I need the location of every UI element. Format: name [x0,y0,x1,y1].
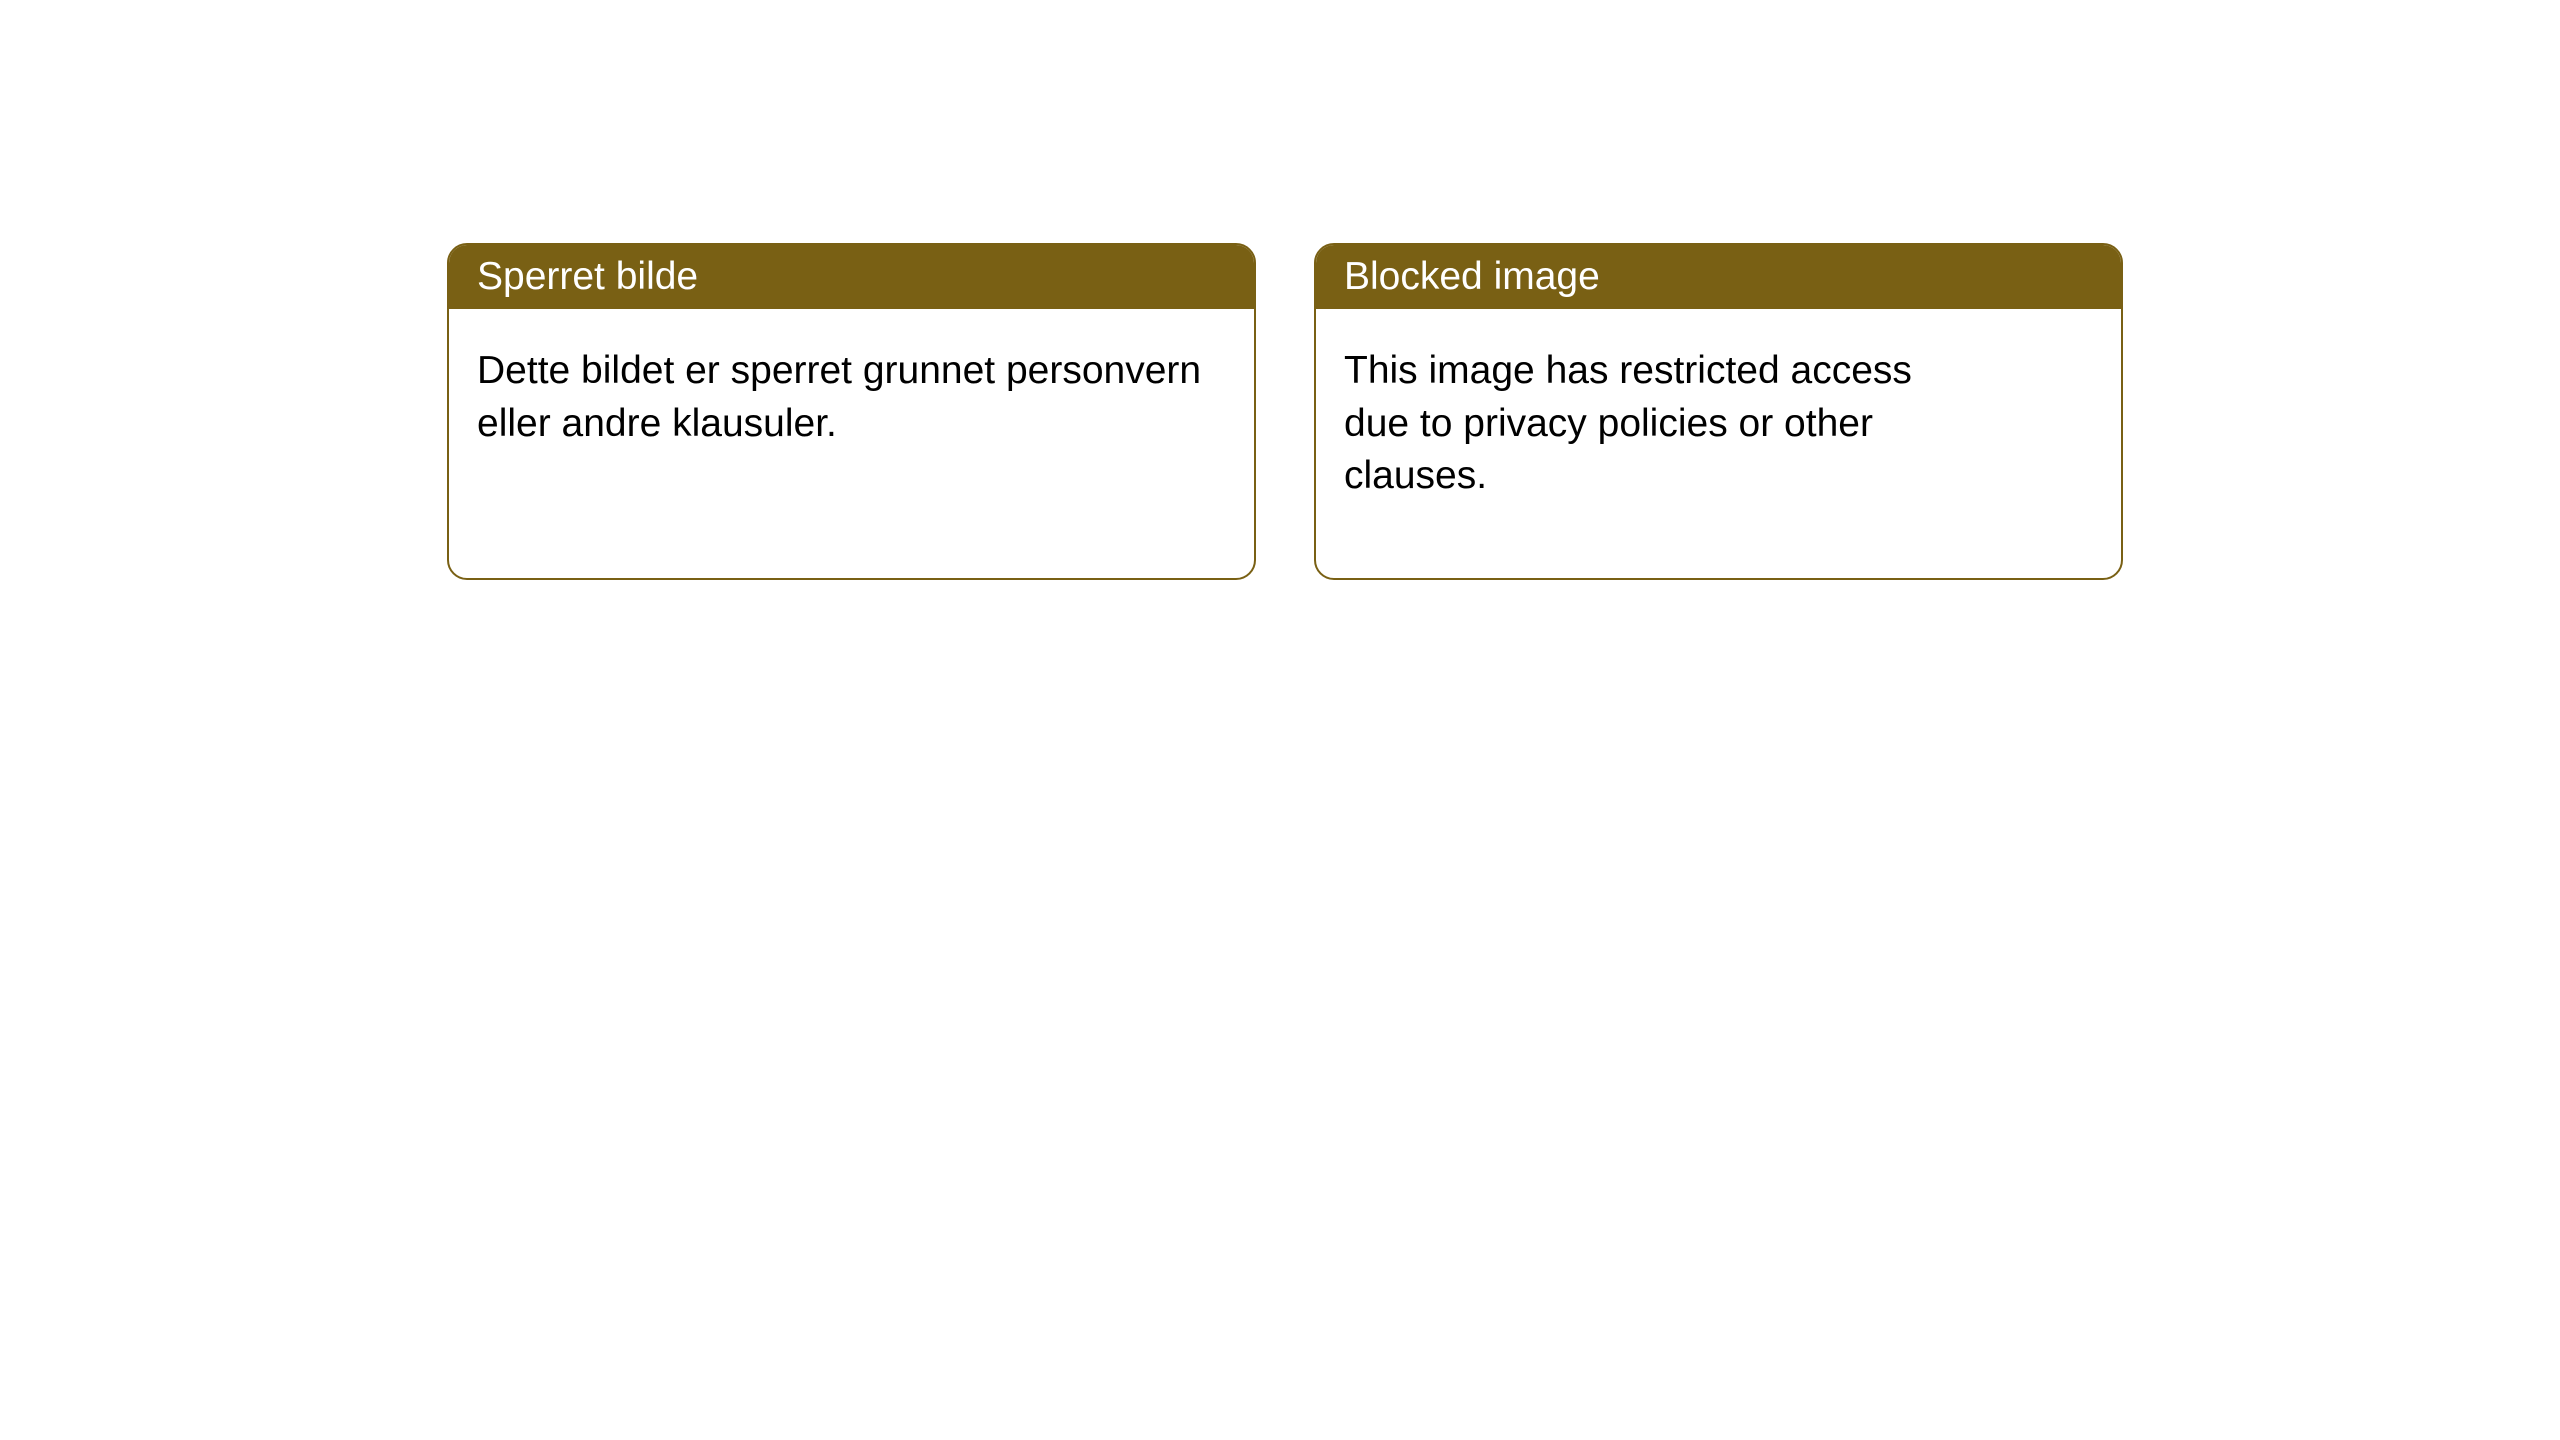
notice-card-english: Blocked image This image has restricted … [1314,243,2123,580]
notice-header-english: Blocked image [1316,245,2121,309]
notice-body-english: This image has restricted access due to … [1316,309,1956,539]
notice-card-norwegian: Sperret bilde Dette bildet er sperret gr… [447,243,1256,580]
notice-container: Sperret bilde Dette bildet er sperret gr… [0,0,2560,580]
notice-header-norwegian: Sperret bilde [449,245,1254,309]
notice-body-norwegian: Dette bildet er sperret grunnet personve… [449,309,1254,486]
